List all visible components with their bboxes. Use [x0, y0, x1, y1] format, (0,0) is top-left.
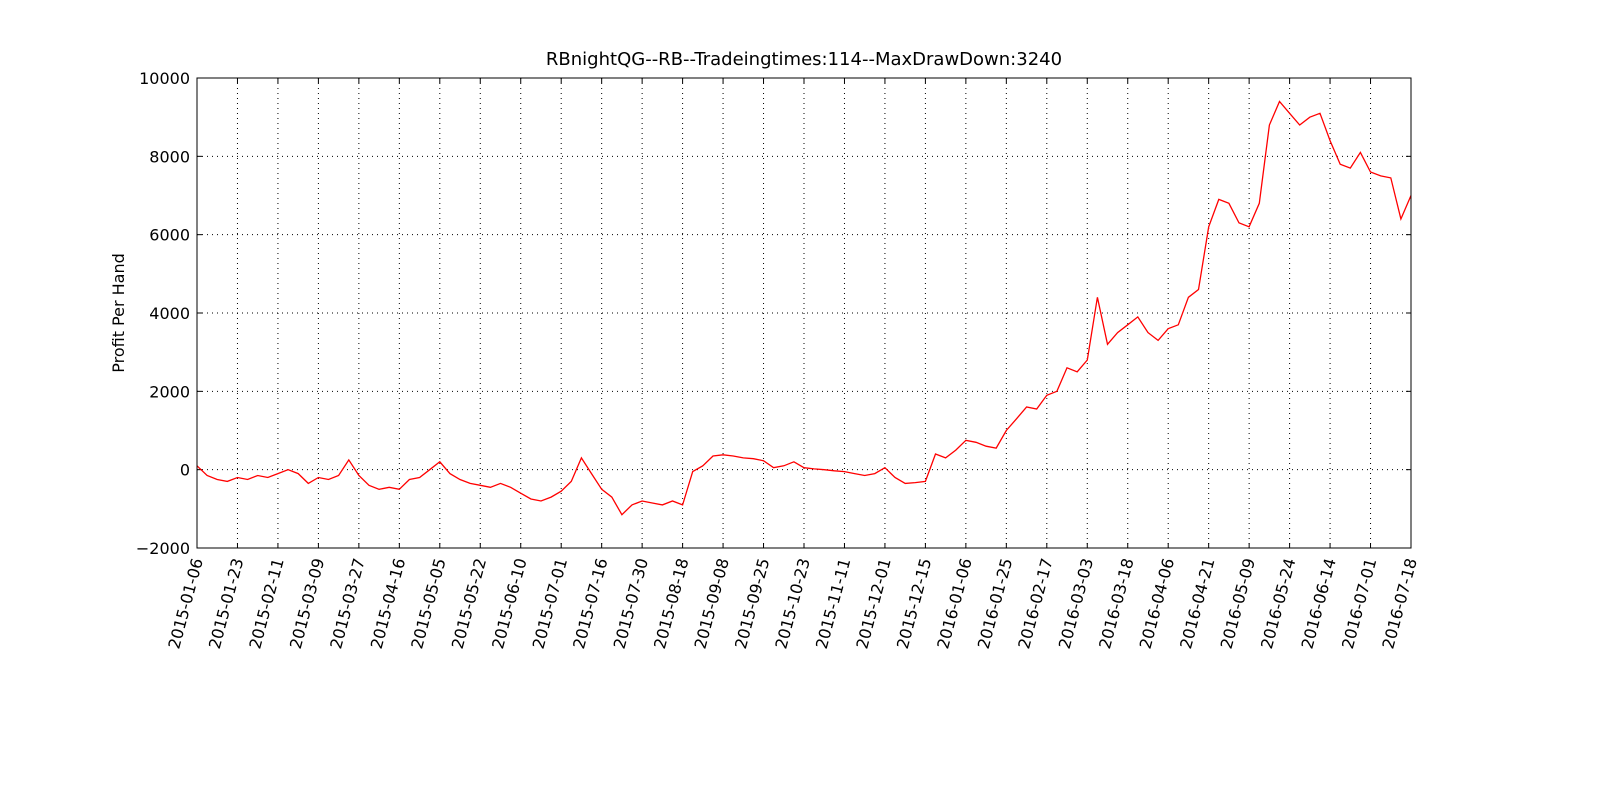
y-axis-label: Profit Per Hand: [109, 253, 128, 373]
x-tick-label: 2016-07-18: [1378, 556, 1420, 651]
x-tick-label: 2016-01-06: [933, 556, 975, 651]
y-tick-label: −2000: [136, 539, 190, 558]
data-line: [196, 100, 1412, 516]
x-tick-label: 2015-03-09: [286, 556, 328, 651]
x-tick-label: 2015-12-15: [893, 556, 935, 651]
x-tick-label: 2016-06-14: [1298, 556, 1340, 651]
x-tick-label: 2016-01-25: [974, 556, 1016, 651]
x-tick-label: 2016-03-18: [1095, 556, 1137, 651]
chart-title: RBnightQG--RB--Tradeingtimes:114--MaxDra…: [546, 49, 1062, 70]
x-tick-label: 2016-07-01: [1338, 556, 1380, 651]
y-tick-label: 2000: [149, 382, 190, 401]
x-tick-label: 2015-03-27: [326, 556, 368, 651]
x-tick-label: 2015-12-01: [852, 556, 894, 651]
x-tick-label: 2016-03-03: [1055, 556, 1097, 651]
x-tick-label: 2016-05-24: [1257, 556, 1299, 651]
x-tick-label: 2015-08-18: [650, 556, 692, 651]
x-tick-label: 2015-01-23: [205, 556, 247, 651]
x-tick-label: 2015-07-16: [569, 556, 611, 651]
x-tick-label: 2015-04-16: [367, 556, 409, 651]
x-tick-label: 2016-04-06: [1136, 556, 1178, 651]
x-tick-label: 2015-02-11: [245, 556, 287, 651]
x-tick-label: 2015-05-05: [407, 556, 449, 651]
x-tick-label: 2015-07-01: [529, 556, 571, 651]
plot-frame: [196, 77, 1412, 549]
y-tick-label: 8000: [149, 147, 190, 166]
y-tick-label: 10000: [139, 69, 190, 88]
x-tick-label: 2015-01-06: [164, 556, 206, 651]
x-tick-label: 2016-02-17: [1014, 556, 1056, 651]
x-tick-label: 2015-09-08: [691, 556, 733, 651]
x-tick-label: 2016-05-09: [1217, 556, 1259, 651]
x-tick-label: 2015-11-11: [812, 556, 854, 651]
x-tick-label: 2015-10-23: [771, 556, 813, 651]
x-tick-label: 2015-06-10: [488, 556, 530, 651]
x-tick-label: 2015-09-25: [731, 556, 773, 651]
x-tick-label: 2015-07-30: [610, 556, 652, 651]
x-tick-label: 2016-04-21: [1176, 556, 1218, 651]
y-tick-label: 4000: [149, 304, 190, 323]
y-tick-label: 6000: [149, 226, 190, 245]
x-tick-label: 2015-05-22: [448, 556, 490, 651]
y-tick-label: 0: [180, 461, 190, 480]
